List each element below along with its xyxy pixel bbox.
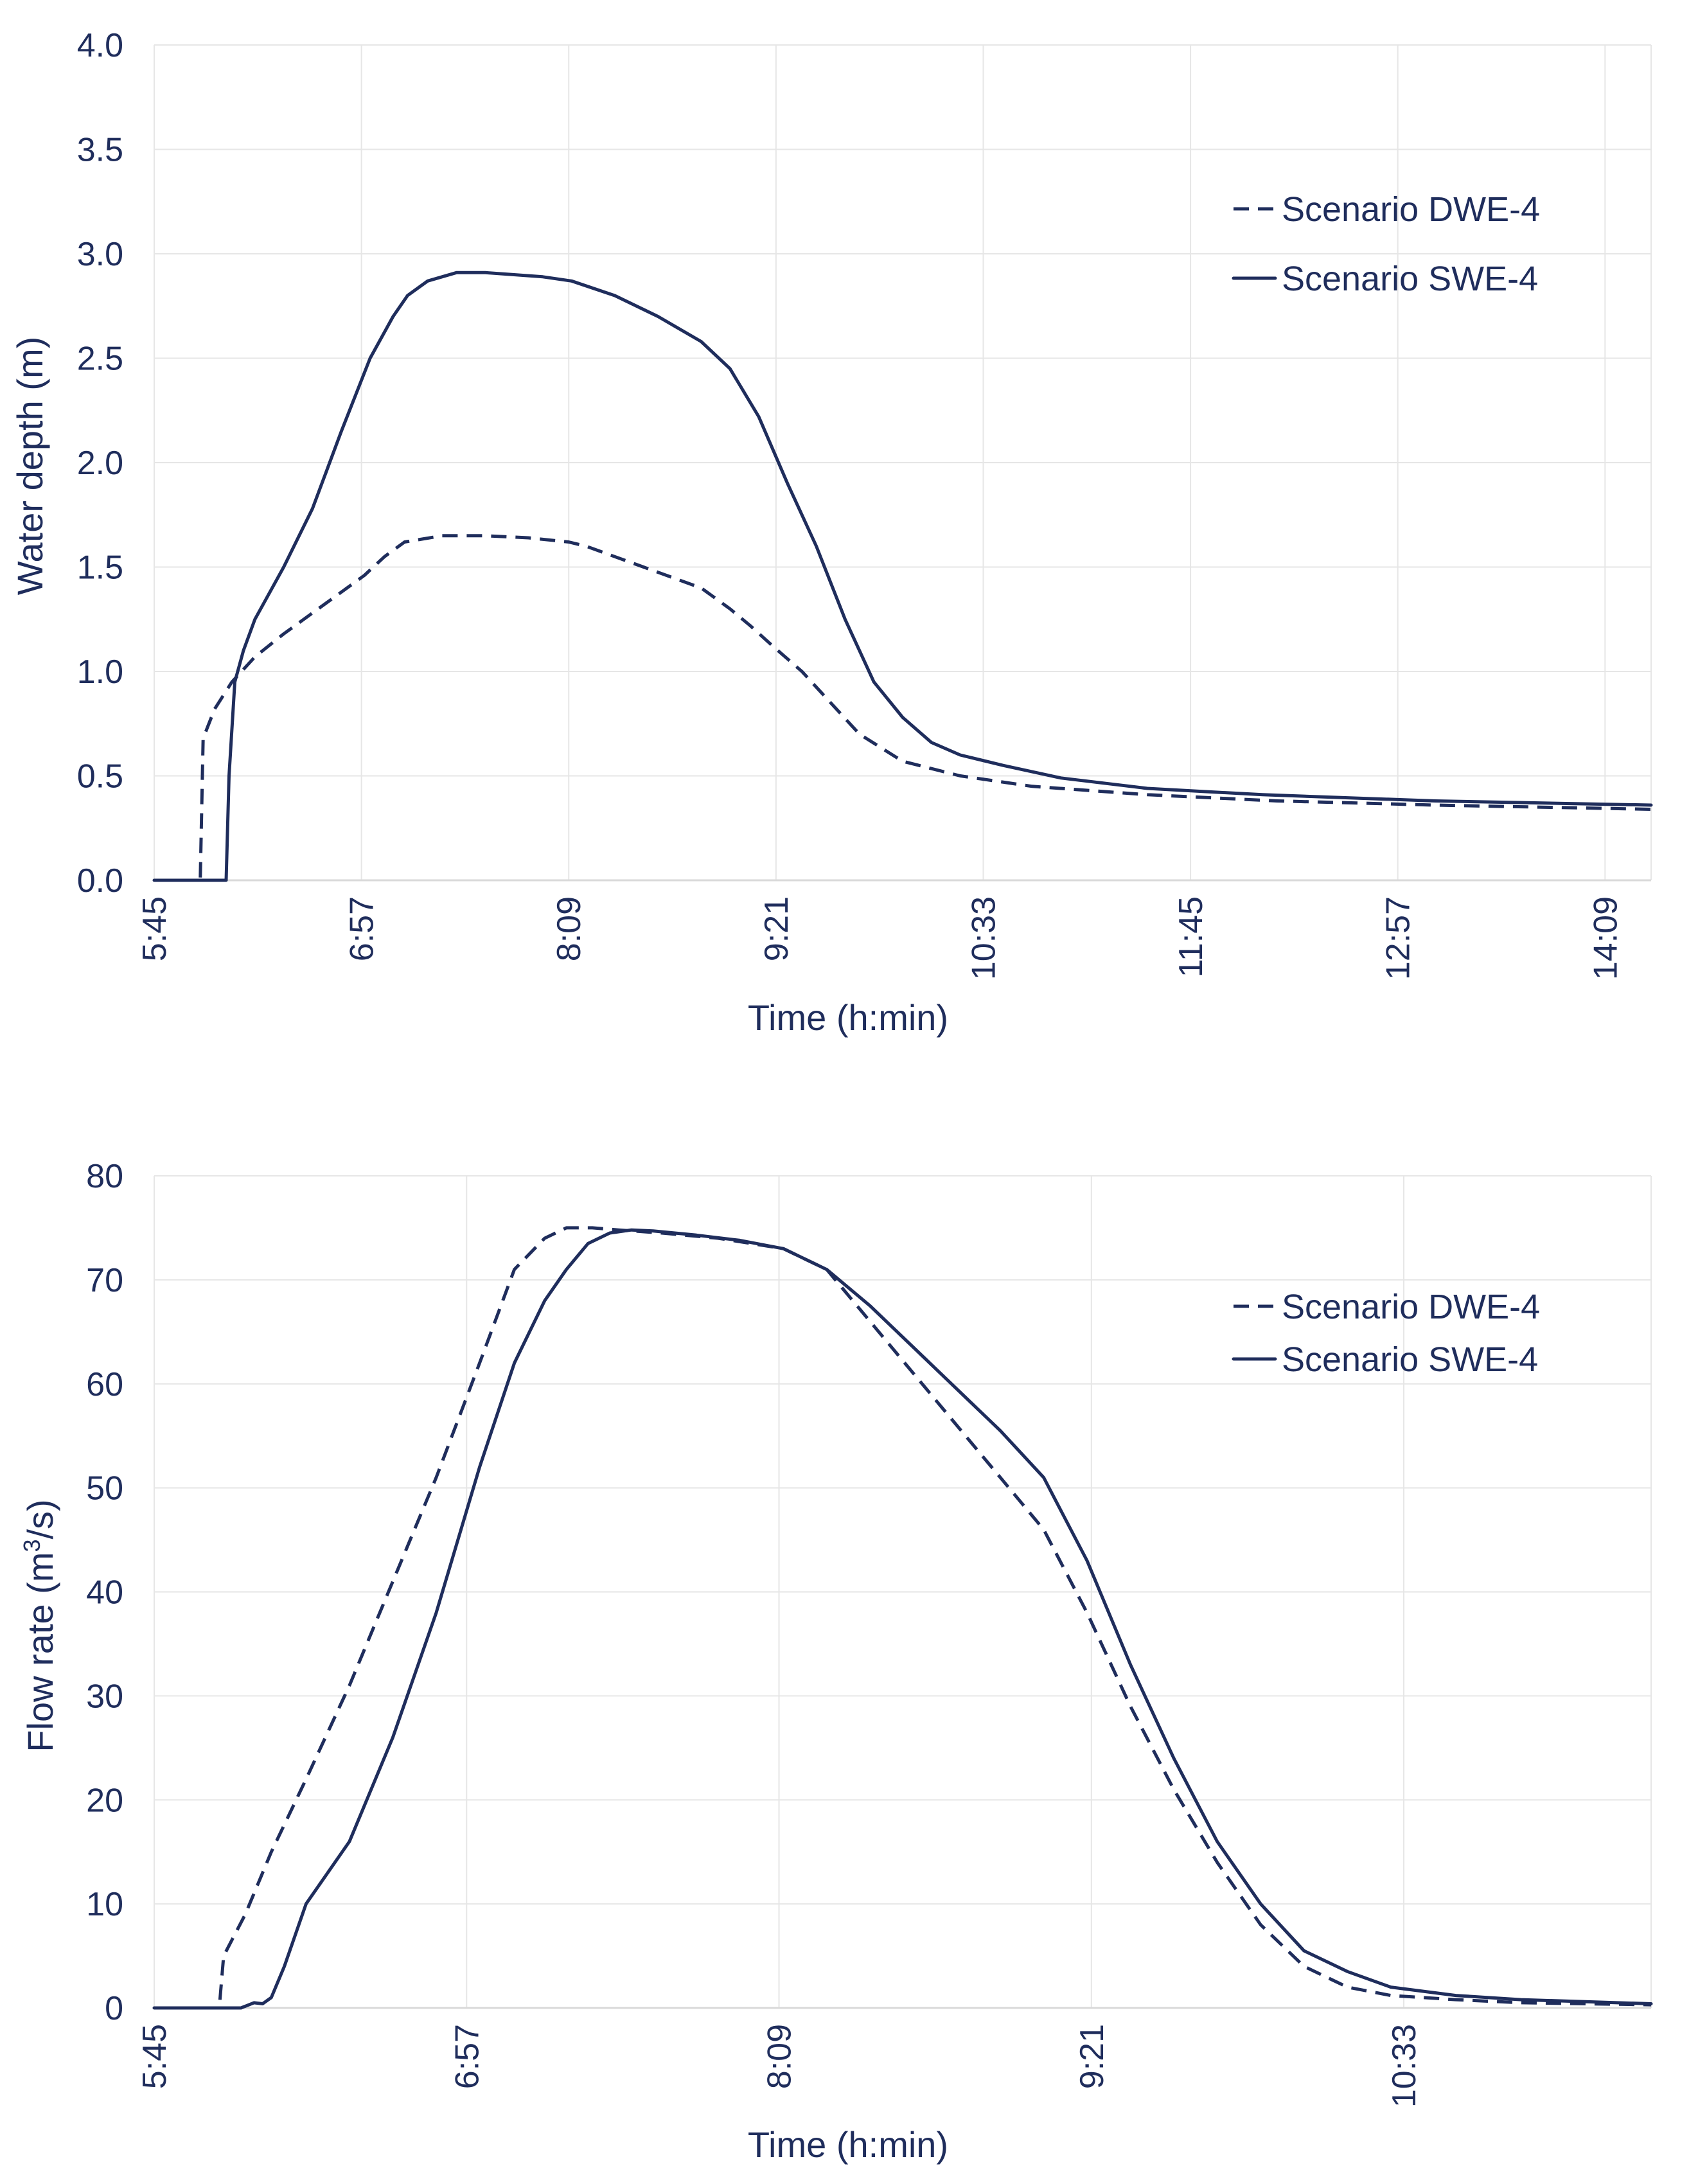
y-tick-label: 2.5 — [77, 341, 123, 378]
flow-rate-series — [152, 1226, 1653, 2010]
y-tick-label: 0.0 — [77, 862, 123, 900]
x-tick-label: 8:09 — [761, 2024, 799, 2089]
water-depth-y-axis-title: Water depth (m) — [10, 337, 50, 595]
y-tick-label: 2.0 — [77, 445, 123, 482]
x-tick-label: 14:09 — [1587, 896, 1624, 980]
y-tick-label: 0 — [105, 1990, 123, 2027]
y-tick-label: 20 — [86, 1782, 123, 1819]
y-tick-label: 0.5 — [77, 758, 123, 795]
y-tick-label: 1.0 — [77, 653, 123, 691]
x-tick-label: 9:21 — [758, 896, 795, 961]
y-tick-label: 3.5 — [77, 132, 123, 169]
flow-rate-x-ticks: 5:45 6:57 8:09 9:21 10:33 — [136, 2024, 1423, 2108]
x-tick-label: 11:45 — [1172, 896, 1210, 977]
flow-rate-y-title-tail: /s) — [20, 1499, 60, 1539]
legend-swe4-label: Scenario SWE-4 — [1282, 260, 1538, 298]
flow-rate-x-axis-title: Time (h:min) — [748, 2124, 948, 2165]
y-tick-label: 50 — [86, 1470, 123, 1507]
flow-rate-y-axis-title: Flow rate (m3/s) — [19, 1499, 61, 1752]
x-tick-label: 5:45 — [136, 896, 173, 961]
flow-rate-y-title-main: Flow rate (m — [20, 1552, 60, 1752]
x-tick-label: 6:57 — [448, 2024, 486, 2089]
y-tick-label: 3.0 — [77, 236, 123, 273]
water-depth-x-ticks: 5:45 6:57 8:09 9:21 10:33 11:45 12:57 14:09 — [136, 896, 1624, 980]
series-line-swe4 — [152, 271, 1653, 882]
water-depth-legend: Scenario DWE-4 Scenario SWE-4 — [1232, 190, 1540, 298]
flow-rate-y-ticks: 0 10 20 30 40 50 60 70 80 — [86, 1158, 123, 2027]
y-tick-label: 40 — [86, 1574, 123, 1611]
series-line-swe4 — [152, 1228, 1653, 2010]
x-tick-label: 10:33 — [1386, 2024, 1423, 2108]
legend2-dwe4-label: Scenario DWE-4 — [1282, 1288, 1540, 1326]
water-depth-x-axis-title: Time (h:min) — [748, 997, 948, 1038]
y-tick-label: 80 — [86, 1158, 123, 1195]
legend2-swe4-label: Scenario SWE-4 — [1282, 1340, 1538, 1379]
y-tick-label: 4.0 — [77, 27, 123, 64]
water-depth-series — [152, 271, 1653, 882]
y-tick-label: 30 — [86, 1678, 123, 1715]
series-line-dwe4 — [154, 534, 1652, 882]
x-tick-label: 8:09 — [551, 896, 588, 961]
water-depth-y-ticks: 0.0 0.5 1.0 1.5 2.0 2.5 3.0 3.5 4.0 — [77, 27, 123, 900]
flow-rate-y-title-sup: 3 — [19, 1540, 45, 1552]
x-tick-label: 10:33 — [965, 896, 1002, 980]
legend-dwe4-label: Scenario DWE-4 — [1282, 190, 1540, 229]
x-tick-label: 5:45 — [136, 2024, 173, 2089]
x-tick-label: 12:57 — [1380, 896, 1417, 980]
y-tick-label: 1.5 — [77, 549, 123, 587]
flow-rate-legend: Scenario DWE-4 Scenario SWE-4 — [1232, 1288, 1540, 1379]
y-tick-label: 10 — [86, 1886, 123, 1923]
flow-rate-gridlines — [154, 1175, 1652, 2009]
x-tick-label: 6:57 — [344, 896, 381, 961]
water-depth-gridlines — [154, 44, 1652, 882]
x-tick-label: 9:21 — [1074, 2024, 1111, 2089]
y-tick-label: 70 — [86, 1262, 123, 1299]
y-tick-label: 60 — [86, 1366, 123, 1403]
water-depth-chart: 0.0 0.5 1.0 1.5 2.0 2.5 3.0 3.5 4.0 5:45 6:57 8:09… — [10, 27, 1653, 1038]
